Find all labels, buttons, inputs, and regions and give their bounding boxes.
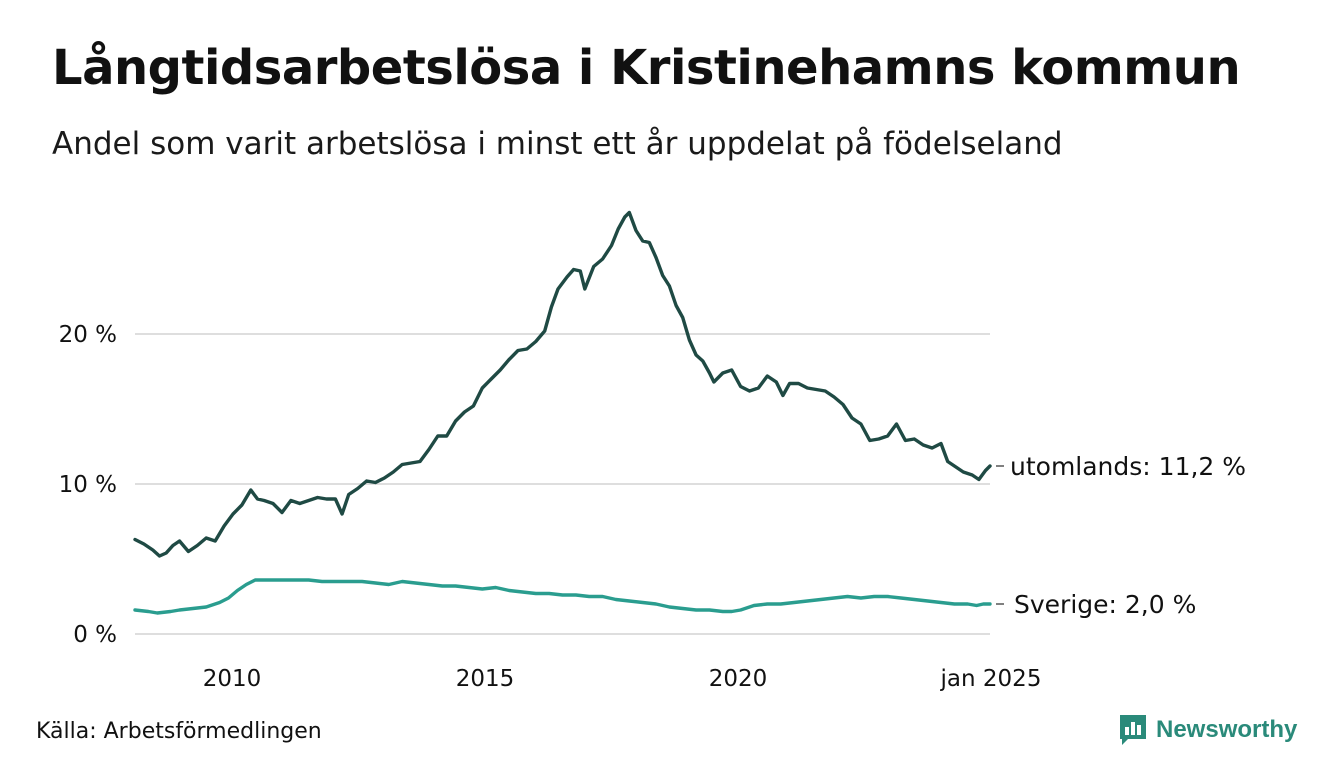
y-tick-label: 10 %	[59, 472, 117, 498]
newsworthy-logo-icon	[1120, 715, 1146, 745]
y-axis-ticks: 0 % 10 % 20 %	[59, 322, 117, 648]
brand-name: Newsworthy	[1156, 716, 1298, 743]
y-tick-label: 0 %	[73, 622, 117, 648]
x-tick-label: 2010	[203, 666, 262, 692]
end-label-sverige: Sverige: 2,0 %	[1014, 590, 1196, 619]
x-tick-label: 2015	[456, 666, 515, 692]
series-line-utomlands	[133, 210, 992, 558]
source-note: Källa: Arbetsförmedlingen	[36, 719, 322, 744]
series-end-labels: utomlands: 11,2 % Sverige: 2,0 %	[996, 452, 1246, 619]
chart-title: Långtidsarbetslösa i Kristinehamns kommu…	[52, 40, 1241, 96]
series-lines	[133, 210, 992, 615]
x-axis-ticks: 2010 2015 2020 jan 2025	[203, 666, 1042, 692]
chart-subtitle: Andel som varit arbetslösa i minst ett å…	[52, 126, 1063, 162]
gridlines	[135, 333, 990, 635]
x-tick-label: 2020	[709, 666, 768, 692]
x-tick-label: jan 2025	[940, 666, 1042, 692]
end-label-utomlands: utomlands: 11,2 %	[1010, 452, 1246, 481]
y-tick-label: 20 %	[59, 322, 117, 348]
brand-logo: Newsworthy	[1118, 713, 1297, 747]
series-line-sverige	[133, 578, 992, 615]
